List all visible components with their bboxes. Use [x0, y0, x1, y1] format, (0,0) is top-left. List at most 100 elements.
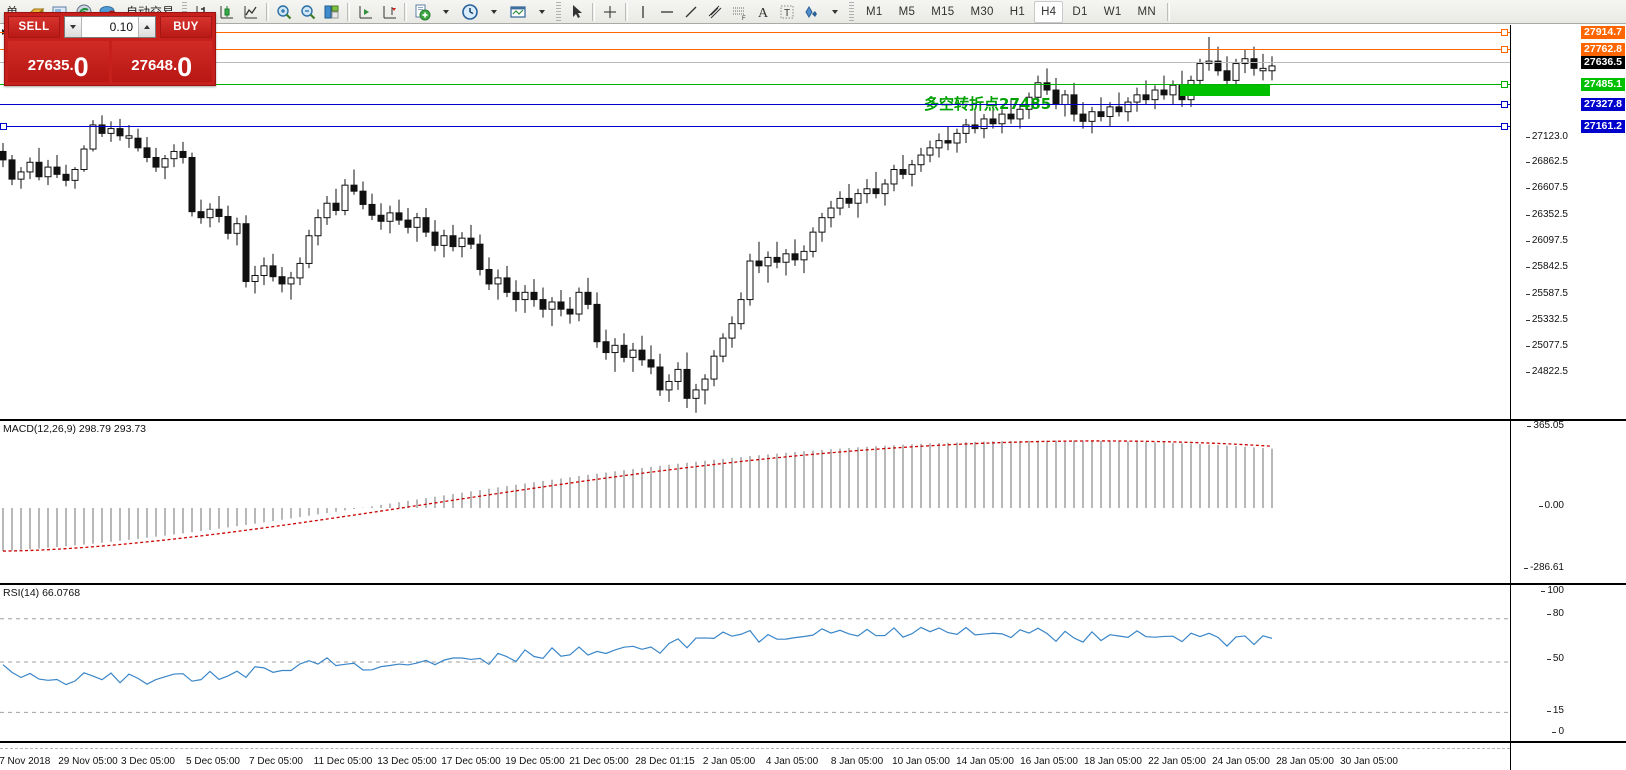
toolbar-grip-3[interactable] — [849, 2, 855, 21]
candlestick — [269, 253, 277, 282]
text-icon[interactable]: A — [752, 1, 774, 23]
zoom-out-icon[interactable] — [297, 1, 319, 23]
candlestick — [1124, 97, 1132, 122]
level-line-27485[interactable] — [0, 84, 1510, 85]
volume-input[interactable]: 0.10 — [82, 17, 138, 37]
vertical-line-icon[interactable] — [632, 1, 654, 23]
chart-area[interactable]: HK50-,H4 27601.0 27674.5 27482.5 27636.5… — [0, 25, 1626, 770]
price-level-label[interactable]: 27636.5 — [1581, 56, 1625, 69]
timeframe-h4[interactable]: H4 — [1034, 0, 1064, 23]
zoom-in-icon[interactable] — [273, 1, 295, 23]
candlestick — [1070, 82, 1078, 122]
candlestick — [413, 212, 421, 242]
candlestick — [107, 121, 115, 142]
timeframe-m30[interactable]: M30 — [970, 5, 994, 18]
price-level-label[interactable]: 27914.7 — [1581, 26, 1625, 39]
trendline-icon[interactable] — [680, 1, 702, 23]
candlestick — [71, 167, 79, 189]
timeframe-d1[interactable]: D1 — [1072, 5, 1088, 18]
level-handle-27161[interactable] — [1501, 123, 1508, 130]
auto-scroll-icon[interactable] — [354, 1, 376, 23]
level-handle-27327[interactable] — [1501, 101, 1508, 108]
candlestick-chart-icon[interactable] — [216, 1, 238, 23]
toolbar-grip-2[interactable] — [556, 2, 562, 21]
time-axis-tick: 14 Jan 05:00 — [956, 756, 1014, 767]
candlestick — [143, 136, 151, 163]
fibonacci-retracement-icon[interactable]: F — [728, 1, 750, 23]
volume-increase-button[interactable] — [138, 17, 155, 37]
level-handle-left-27161[interactable] — [0, 123, 7, 130]
level-line-27762[interactable] — [0, 49, 1510, 50]
buy-button[interactable]: BUY — [160, 16, 212, 38]
sell-button[interactable]: SELL — [8, 16, 60, 38]
buy-price-display[interactable]: 27648 . 0 — [111, 41, 212, 82]
candlestick — [953, 128, 961, 153]
price-level-label[interactable]: 27485.1 — [1581, 78, 1625, 91]
toolbar-grip-1[interactable] — [182, 2, 188, 21]
level-handle-27485[interactable] — [1501, 81, 1508, 88]
volume-stepper[interactable]: 0.10 — [64, 16, 156, 38]
price-axis-tick: 26862.5 — [1525, 156, 1568, 167]
level-line-27914[interactable] — [0, 32, 1510, 33]
templates-icon[interactable] — [507, 1, 529, 23]
price-axis-tick: 24822.5 — [1525, 366, 1568, 377]
timeframe-w1[interactable]: W1 — [1103, 5, 1122, 18]
level-handle-27914[interactable] — [1501, 29, 1508, 36]
timeframe-m5[interactable]: M5 — [898, 5, 916, 18]
time-axis[interactable]: 27 Nov 2018 29 Nov 05:003 Dec 05:00 5 Dec … — [0, 748, 1510, 770]
objects-list-icon[interactable] — [800, 1, 822, 23]
candlestick — [0, 143, 7, 168]
candlestick — [845, 183, 853, 209]
time-axis-tick: 5 Dec 05:00 — [186, 756, 240, 767]
tile-windows-icon[interactable] — [321, 1, 343, 23]
timeframe-m1[interactable]: M1 — [866, 5, 883, 18]
time-axis-tick: 21 Dec 05:00 — [569, 756, 629, 767]
candlestick — [170, 144, 178, 168]
timeframe-h1[interactable]: H1 — [1009, 5, 1026, 18]
candlestick — [1088, 106, 1096, 134]
price-level-label[interactable]: 27161.2 — [1581, 120, 1625, 133]
one-click-trading-panel[interactable]: SELL 0.10 BUY 27635 . 0 27648 . 0 — [4, 12, 216, 86]
level-line-27161[interactable] — [0, 126, 1510, 127]
equidistant-channel-icon[interactable] — [704, 1, 726, 23]
time-axis-tick: 16 Jan 05:00 — [1020, 756, 1078, 767]
time-axis-tick: 22 Jan 05:00 — [1148, 756, 1206, 767]
chart-shift-icon[interactable] — [378, 1, 400, 23]
rsi-chart-canvas[interactable] — [0, 587, 1510, 742]
price-axis-tick: 25842.5 — [1525, 261, 1568, 272]
period-dropdown-arrow-icon[interactable] — [483, 2, 505, 22]
sell-price-display[interactable]: 27635 . 0 — [8, 41, 109, 82]
time-axis-tick: 10 Jan 05:00 — [892, 756, 950, 767]
timeframe-mn[interactable]: MN — [1137, 5, 1157, 18]
new-order-dropdown-arrow-icon[interactable] — [435, 2, 457, 22]
new-order-icon[interactable] — [411, 1, 433, 23]
volume-decrease-button[interactable] — [65, 17, 82, 37]
macd-chart-canvas[interactable] — [0, 423, 1510, 578]
candlestick — [683, 352, 691, 408]
crosshair-icon[interactable] — [599, 1, 621, 23]
rsi-axis-ticks: 100 80 50 15 0 — [1510, 585, 1626, 742]
candlestick — [809, 227, 817, 258]
candlestick — [1016, 104, 1024, 129]
price-level-label[interactable]: 27762.8 — [1581, 43, 1625, 56]
price-level-label[interactable]: 27327.8 — [1581, 98, 1625, 111]
period-clock-icon[interactable] — [459, 1, 481, 23]
timeframe-m15[interactable]: M15 — [931, 5, 955, 18]
objects-dropdown-arrow-icon[interactable] — [824, 2, 846, 22]
price-axis-tick: 25587.5 — [1525, 288, 1568, 299]
templates-dropdown-arrow-icon[interactable] — [531, 2, 553, 22]
text-label-icon[interactable]: T — [776, 1, 798, 23]
level-line-27327[interactable] — [0, 104, 1510, 105]
candlestick — [638, 335, 646, 366]
candlestick — [773, 241, 781, 269]
price-axis[interactable]: 27123.0 26862.5 26607.5 26352.5 26097.5 25842… — [1510, 25, 1626, 770]
candlestick — [854, 188, 862, 218]
line-chart-icon[interactable] — [240, 1, 262, 23]
candlestick — [620, 333, 628, 363]
candlestick — [521, 285, 529, 313]
horizontal-line-icon[interactable] — [656, 1, 678, 23]
candlestick — [260, 257, 268, 286]
sell-price-decimal-separator: . — [69, 57, 74, 74]
level-handle-27762[interactable] — [1501, 46, 1508, 53]
cursor-icon[interactable] — [566, 1, 588, 23]
